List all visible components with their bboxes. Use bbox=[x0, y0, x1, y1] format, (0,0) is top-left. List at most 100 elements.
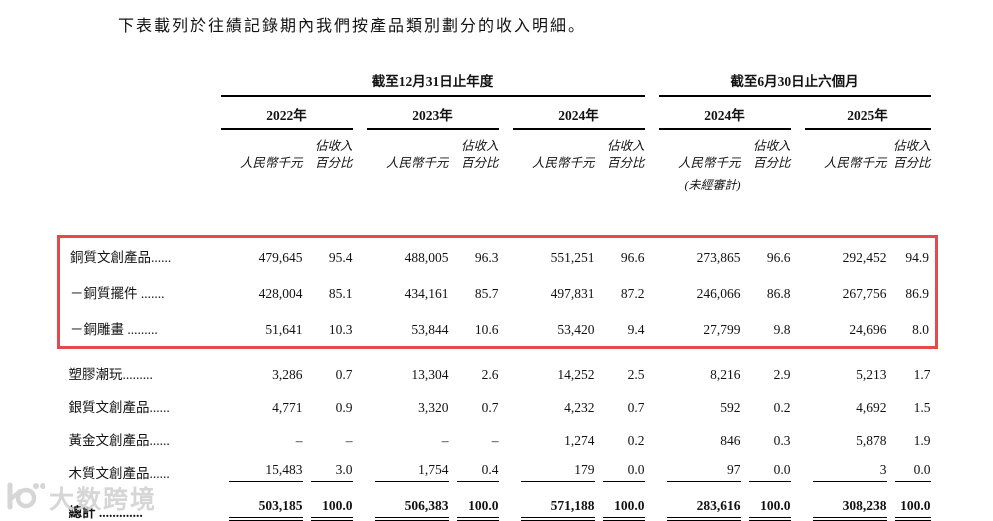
total-pct-cell: 100.0 bbox=[595, 489, 645, 521]
amount-cell: 434,161 bbox=[353, 274, 449, 310]
pct-cell: 0.7 bbox=[449, 390, 499, 423]
amount-cell: – bbox=[353, 423, 449, 456]
total-pct-cell: 100.0 bbox=[449, 489, 499, 521]
amount-cell: 3,286 bbox=[207, 357, 303, 390]
group-header-row: 截至12月31日止年度 截至6月30日止六個月 bbox=[59, 70, 937, 97]
pct-cell: 3.0 bbox=[303, 456, 353, 489]
year-header-2024: 2024年 bbox=[499, 97, 645, 130]
amount-cell: 428,004 bbox=[207, 274, 303, 310]
pct-cell: 94.9 bbox=[887, 237, 937, 275]
amount-cell: 53,420 bbox=[499, 310, 595, 348]
pct-header: 佔收入百分比 bbox=[887, 130, 937, 173]
group-header-interim: 截至6月30日止六個月 bbox=[645, 70, 937, 97]
amount-cell: 4,771 bbox=[207, 390, 303, 423]
unaudited-note: (未經審計) bbox=[645, 173, 741, 193]
total-pct-cell: 100.0 bbox=[887, 489, 937, 521]
pct-cell: 1.5 bbox=[887, 390, 937, 423]
row-label: －銅質擺件 ....... bbox=[59, 274, 207, 310]
pct-cell: 2.5 bbox=[595, 357, 645, 390]
amount-cell: 179 bbox=[499, 456, 595, 489]
amount-cell: 1,274 bbox=[499, 423, 595, 456]
table-row-copper-paintings: －銅雕畫 ......... 51,641 10.3 53,844 10.6 5… bbox=[59, 310, 937, 348]
amount-cell: 27,799 bbox=[645, 310, 741, 348]
amount-cell: 846 bbox=[645, 423, 741, 456]
row-label: 黃金文創產品...... bbox=[59, 423, 207, 456]
amount-cell: 15,483 bbox=[207, 456, 303, 489]
table-row-wood-cultural: 木質文創產品...... 15,483 3.0 1,754 0.4 179 0.… bbox=[59, 456, 937, 489]
pct-cell: 2.9 bbox=[741, 357, 791, 390]
amount-cell: 551,251 bbox=[499, 237, 595, 275]
watermark-text: 大数跨境 bbox=[49, 480, 157, 516]
amount-cell: 479,645 bbox=[207, 237, 303, 275]
amount-cell: 292,452 bbox=[791, 237, 887, 275]
pct-cell: 86.9 bbox=[887, 274, 937, 310]
pct-cell: – bbox=[449, 423, 499, 456]
table-row-copper-ornaments: －銅質擺件 ....... 428,004 85.1 434,161 85.7 … bbox=[59, 274, 937, 310]
year-header-2024-interim: 2024年 bbox=[645, 97, 791, 130]
amount-cell: 1,754 bbox=[353, 456, 449, 489]
empty-cell bbox=[59, 70, 207, 97]
row-label: 銅質文創產品...... bbox=[59, 237, 207, 275]
amount-cell: 8,216 bbox=[645, 357, 741, 390]
total-amount-cell: 503,185 bbox=[207, 489, 303, 521]
amount-cell: 51,641 bbox=[207, 310, 303, 348]
pct-cell: 0.0 bbox=[595, 456, 645, 489]
amount-cell: 4,232 bbox=[499, 390, 595, 423]
unaudited-row: (未經審計) bbox=[59, 173, 937, 193]
pct-cell: – bbox=[303, 423, 353, 456]
amount-cell: 24,696 bbox=[791, 310, 887, 348]
pct-header: 佔收入百分比 bbox=[741, 130, 791, 173]
pct-cell: 0.7 bbox=[595, 390, 645, 423]
pct-cell: 9.4 bbox=[595, 310, 645, 348]
amount-header: 人民幣千元 bbox=[499, 130, 595, 173]
amount-header: 人民幣千元 bbox=[207, 130, 303, 173]
amount-cell: 4,692 bbox=[791, 390, 887, 423]
table-row-gold-cultural: 黃金文創產品...... – – – – 1,274 0.2 846 0.3 5… bbox=[59, 423, 937, 456]
total-amount-cell: 308,238 bbox=[791, 489, 887, 521]
amount-cell: 267,756 bbox=[791, 274, 887, 310]
amount-cell: 14,252 bbox=[499, 357, 595, 390]
pct-cell: 9.8 bbox=[741, 310, 791, 348]
year-header-row: 2022年 2023年 2024年 2024年 2025年 bbox=[59, 97, 937, 130]
pct-cell: 85.7 bbox=[449, 274, 499, 310]
year-header-2022: 2022年 bbox=[207, 97, 353, 130]
row-label: 銀質文創產品...... bbox=[59, 390, 207, 423]
watermark: 大数跨境 bbox=[5, 480, 157, 516]
pct-cell: 0.7 bbox=[303, 357, 353, 390]
amount-cell: 497,831 bbox=[499, 274, 595, 310]
page-title: 下表載列於往績記錄期內我們按產品類別劃分的收入明細。 bbox=[118, 12, 586, 36]
pct-cell: 1.7 bbox=[887, 357, 937, 390]
revenue-table: 截至12月31日止年度 截至6月30日止六個月 2022年 2023年 2024… bbox=[57, 70, 938, 521]
row-label: －銅雕畫 ......... bbox=[59, 310, 207, 348]
amount-cell: – bbox=[207, 423, 303, 456]
pct-cell: 8.0 bbox=[887, 310, 937, 348]
pct-cell: 0.0 bbox=[887, 456, 937, 489]
amount-cell: 5,878 bbox=[791, 423, 887, 456]
amount-cell: 13,304 bbox=[353, 357, 449, 390]
table-row-copper-cultural: 銅質文創產品...... 479,645 95.4 488,005 96.3 5… bbox=[59, 237, 937, 275]
pct-header: 佔收入百分比 bbox=[449, 130, 499, 173]
amount-cell: 592 bbox=[645, 390, 741, 423]
empty-cell bbox=[59, 97, 207, 130]
pct-cell: 86.8 bbox=[741, 274, 791, 310]
year-header-2023: 2023年 bbox=[353, 97, 499, 130]
pct-cell: 1.9 bbox=[887, 423, 937, 456]
amount-cell: 3 bbox=[791, 456, 887, 489]
total-pct-cell: 100.0 bbox=[741, 489, 791, 521]
amount-cell: 97 bbox=[645, 456, 741, 489]
pct-cell: 85.1 bbox=[303, 274, 353, 310]
amount-cell: 5,213 bbox=[791, 357, 887, 390]
amount-cell: 273,865 bbox=[645, 237, 741, 275]
pct-cell: 0.2 bbox=[595, 423, 645, 456]
pct-cell: 0.9 bbox=[303, 390, 353, 423]
pct-header: 佔收入百分比 bbox=[595, 130, 645, 173]
table-row-plastic-toys: 塑膠潮玩......... 3,286 0.7 13,304 2.6 14,25… bbox=[59, 357, 937, 390]
total-amount-cell: 506,383 bbox=[353, 489, 449, 521]
pct-cell: 10.6 bbox=[449, 310, 499, 348]
group-header-annual: 截至12月31日止年度 bbox=[207, 70, 645, 97]
pct-cell: 95.4 bbox=[303, 237, 353, 275]
amount-cell: 246,066 bbox=[645, 274, 741, 310]
amount-header: 人民幣千元 bbox=[791, 130, 887, 173]
amount-cell: 53,844 bbox=[353, 310, 449, 348]
pct-cell: 87.2 bbox=[595, 274, 645, 310]
